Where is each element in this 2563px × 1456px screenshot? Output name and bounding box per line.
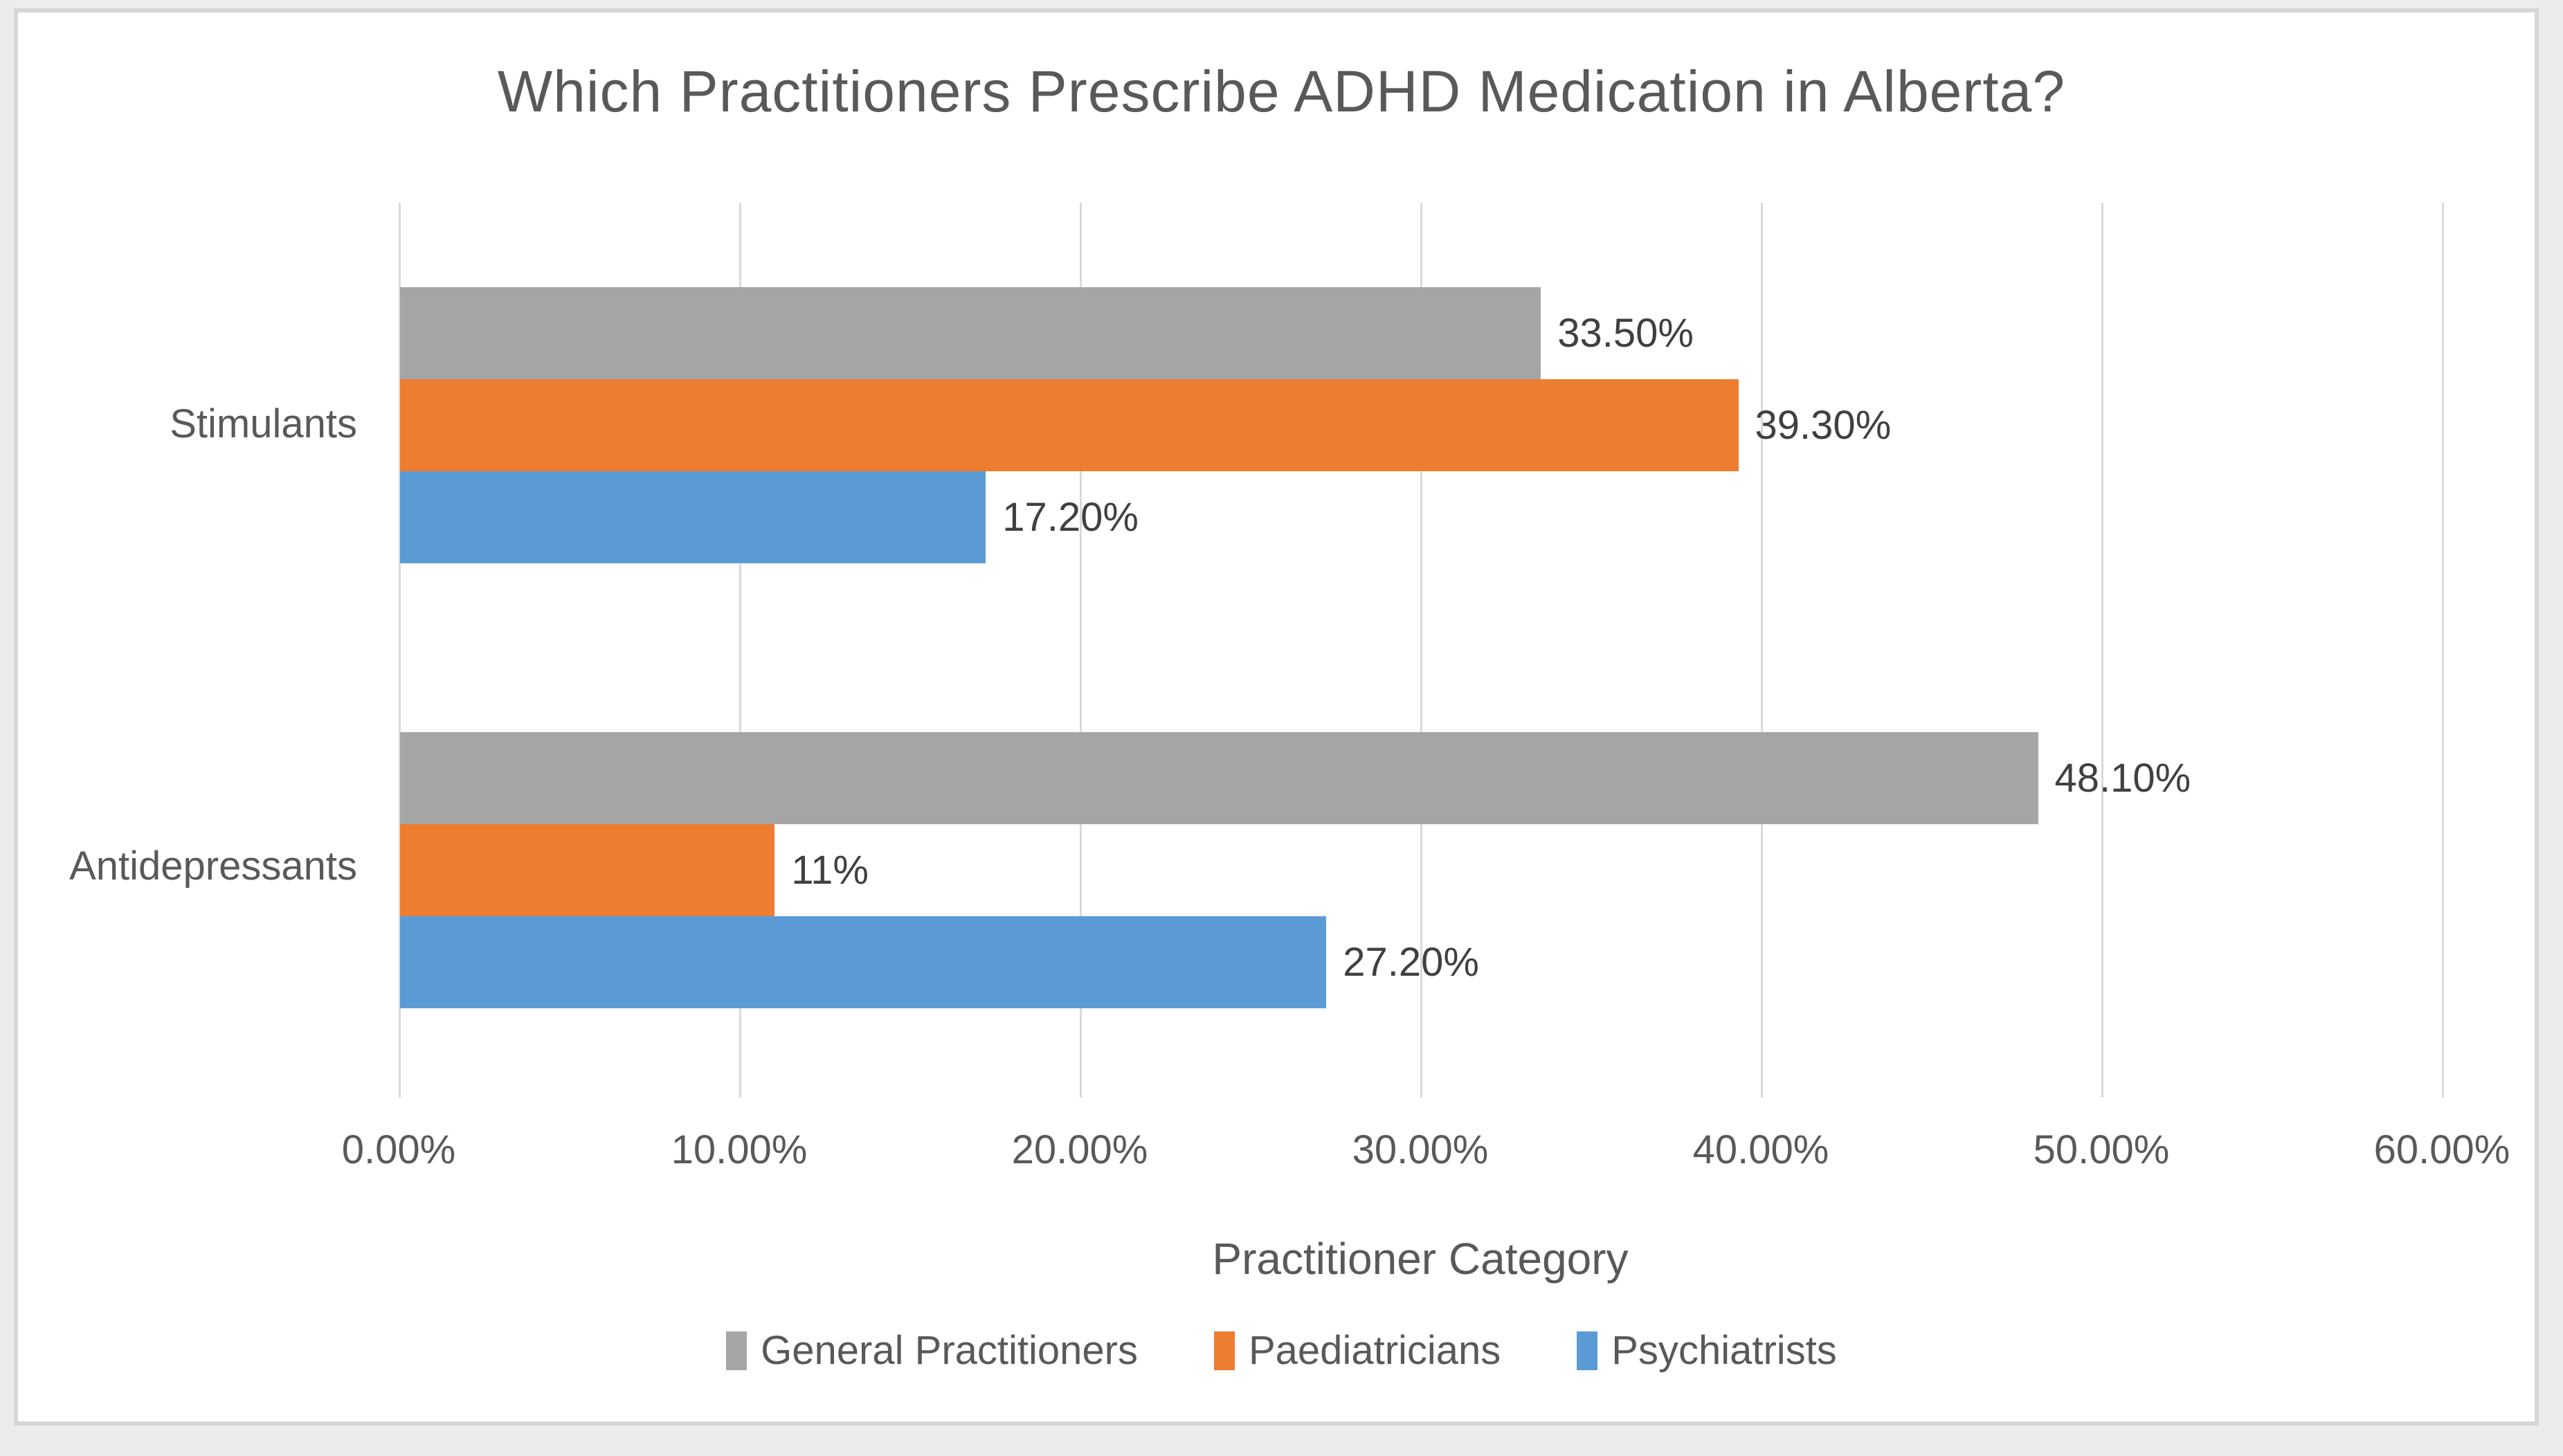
bar-general-practitioners: [400, 287, 1541, 379]
x-tick-label: 20.00%: [1011, 1127, 1148, 1172]
bar-general-practitioners: [400, 732, 2038, 824]
legend-label: Paediatricians: [1248, 1328, 1501, 1373]
category-label-stimulants: Stimulants: [170, 401, 357, 446]
legend-item-paediatricians: Paediatricians: [1213, 1327, 1501, 1374]
x-tick-label: 10.00%: [671, 1127, 808, 1172]
bar-psychiatrists: [400, 916, 1327, 1008]
legend: General Practitioners Paediatricians Psych…: [0, 1327, 2563, 1374]
plot-area: 33.50% 39.30% 17.20% 48.10% 11% 27.20%: [399, 203, 2444, 1098]
x-tick-label: 50.00%: [2033, 1127, 2170, 1172]
legend-label: General Practitioners: [761, 1328, 1138, 1373]
gridline: [1080, 203, 1082, 1098]
bar-data-label: 17.20%: [1002, 495, 1139, 540]
x-tick-label: 30.00%: [1352, 1127, 1489, 1172]
bar-data-label: 33.50%: [1557, 311, 1694, 356]
bar-data-label: 48.10%: [2054, 756, 2191, 801]
x-tick-label: 60.00%: [2373, 1127, 2510, 1172]
category-label-antidepressants: Antidepressants: [69, 844, 357, 889]
bar-data-label: 27.20%: [1343, 940, 1479, 985]
gridline: [739, 203, 741, 1098]
x-axis-title: Practitioner Category: [1212, 1234, 1629, 1284]
legend-label: Psychiatrists: [1611, 1328, 1837, 1373]
bar-paediatricians: [400, 379, 1739, 471]
legend-swatch-icon: [726, 1331, 748, 1370]
gridline: [1761, 203, 1763, 1098]
chart-frame: [14, 8, 2539, 1426]
chart-title: Which Practitioners Prescribe ADHD Medic…: [497, 59, 2066, 124]
x-tick-label: 40.00%: [1692, 1127, 1829, 1172]
x-tick-label: 0.00%: [341, 1127, 456, 1172]
gridline: [1420, 203, 1422, 1098]
gridline: [2101, 203, 2103, 1098]
bar-psychiatrists: [400, 471, 986, 563]
bar-data-label: 11%: [791, 848, 869, 893]
gridline: [399, 203, 401, 1098]
legend-swatch-icon: [1577, 1331, 1598, 1370]
gridline: [2442, 203, 2444, 1098]
legend-swatch-icon: [1213, 1331, 1235, 1370]
bar-paediatricians: [400, 824, 775, 916]
legend-item-general-practitioners: General Practitioners: [726, 1327, 1138, 1374]
legend-item-psychiatrists: Psychiatrists: [1577, 1327, 1837, 1374]
bar-data-label: 39.30%: [1755, 403, 1892, 448]
